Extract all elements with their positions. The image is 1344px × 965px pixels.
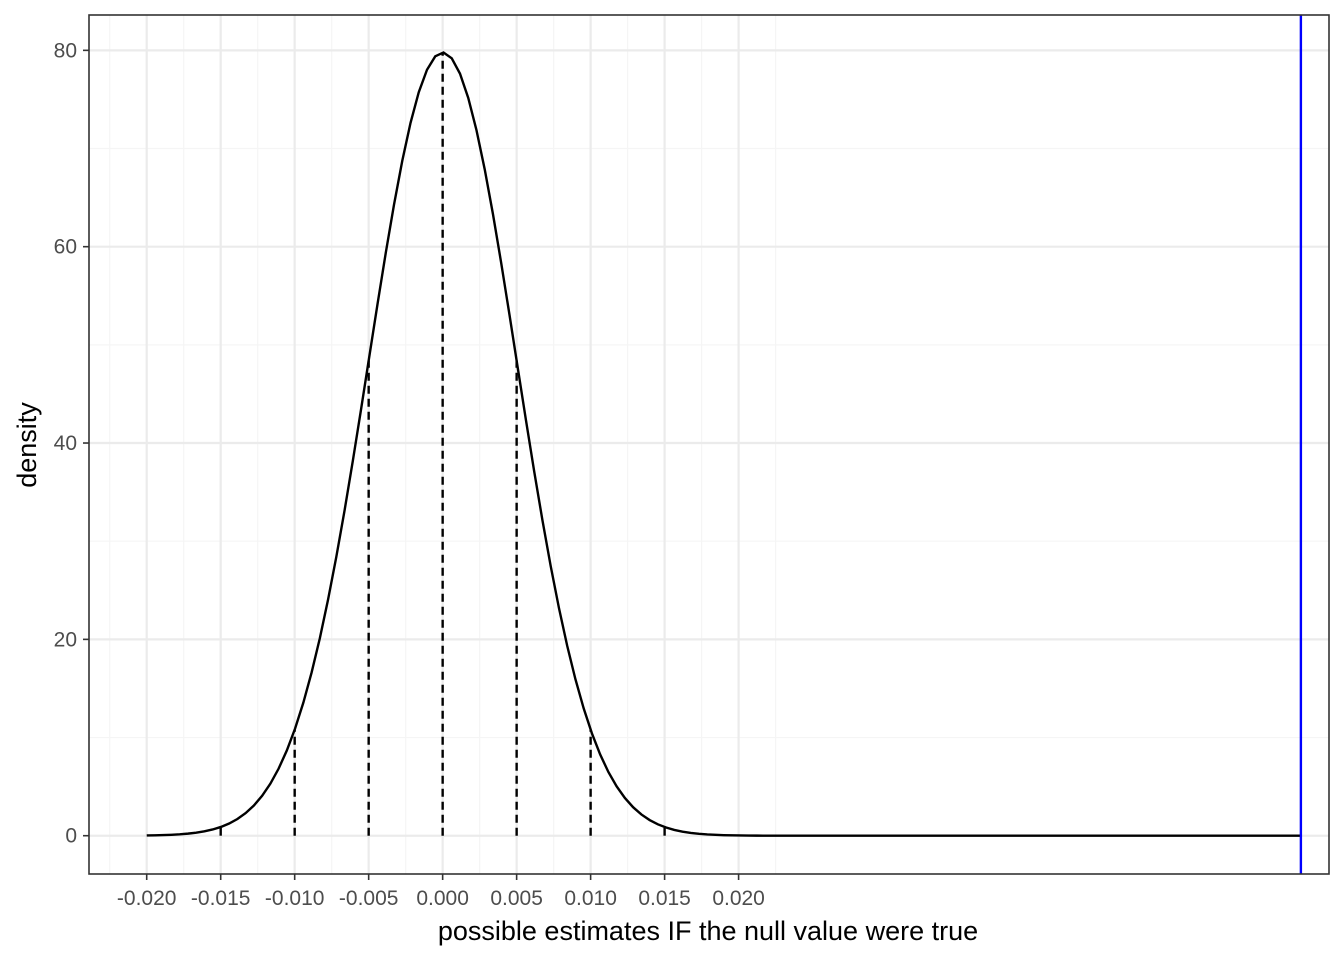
x-axis-title: possible estimates IF the null value wer… bbox=[438, 916, 978, 946]
panel-border bbox=[88, 14, 1330, 875]
x-tick-label: 0.005 bbox=[490, 887, 543, 910]
y-tick-label: 20 bbox=[54, 628, 77, 651]
x-tick-label: 0.020 bbox=[712, 887, 765, 910]
x-tick-label: 0.015 bbox=[638, 887, 691, 910]
x-tick-label: 0.010 bbox=[564, 887, 617, 910]
marks-layer bbox=[146, 15, 1303, 874]
x-tick-label: -0.010 bbox=[265, 887, 325, 910]
x-tick-label: 0.000 bbox=[416, 887, 469, 910]
density-curve bbox=[146, 51, 1301, 837]
y-tick-label: 0 bbox=[65, 825, 77, 848]
grid-layer bbox=[89, 15, 1329, 874]
y-tick-label: 60 bbox=[54, 236, 77, 259]
y-axis-title: density bbox=[12, 402, 42, 488]
x-tick-label: -0.005 bbox=[339, 887, 399, 910]
y-tick-label: 40 bbox=[54, 432, 77, 455]
x-tick-label: -0.015 bbox=[191, 887, 251, 910]
y-tick-label: 80 bbox=[54, 39, 77, 62]
axis-layer: -0.020 -0.015 -0.010 -0.005 0.000 0.005 0.010 0… bbox=[54, 39, 765, 910]
x-tick-label: -0.020 bbox=[117, 887, 177, 910]
